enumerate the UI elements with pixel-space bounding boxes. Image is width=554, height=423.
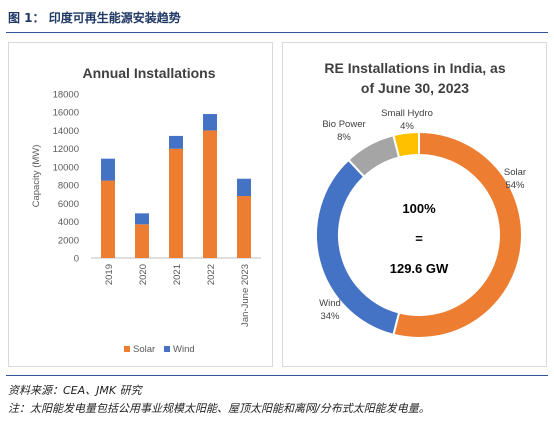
slice-percent-label: 54%: [505, 180, 525, 191]
slice-name-label: Solar: [504, 167, 526, 178]
donut-slice-solar: [392, 130, 523, 339]
slice-percent-label: 34%: [320, 311, 340, 322]
slice-percent-label: 4%: [400, 121, 414, 132]
donut-center-text: =: [415, 231, 423, 246]
bottom-rule: [6, 375, 548, 376]
top-rule: [6, 32, 548, 33]
slice-name-label: Wind: [319, 298, 341, 309]
bar-solar-2: [169, 148, 183, 258]
y-tick-label: 4000: [58, 217, 79, 228]
y-tick-label: 10000: [53, 162, 79, 173]
y-tick-label: 6000: [58, 199, 79, 210]
bar-wind-0: [101, 158, 115, 181]
bar-solar-1: [135, 224, 149, 258]
donut-title-line: of June 30, 2023: [361, 80, 469, 96]
donut-center-text: 100%: [402, 201, 436, 216]
bar-wind-3: [203, 114, 217, 131]
donut-chart-panel: RE Installations in India, as of June 30,…: [282, 42, 547, 367]
bar-solar-3: [203, 130, 217, 258]
slice-name-label: Bio Power: [322, 119, 365, 130]
donut-title-line: RE Installations in India, as: [324, 60, 505, 76]
legend-swatch-solar: [124, 346, 130, 352]
legend-label-wind: Wind: [173, 344, 195, 355]
y-tick-label: 8000: [58, 181, 79, 192]
source-note: 资料来源：CEA、JMK 研究: [8, 384, 142, 397]
donut-slice-small-hydro: [392, 130, 420, 159]
y-tick-label: 2000: [58, 235, 79, 246]
bar-solar-0: [101, 180, 115, 258]
x-tick-label: 2019: [104, 264, 115, 285]
bar-wind-4: [237, 178, 251, 197]
donut-chart: RE Installations in India, as of June 30,…: [315, 60, 526, 339]
x-tick-label: Jan-June 2023: [240, 264, 251, 327]
figure-title: 图 1： 印度可再生能源安装趋势: [8, 11, 181, 25]
donut-center-text: 129.6 GW: [390, 261, 449, 276]
footnote: 注：太阳能发电量包括公用事业规模太阳能、屋顶太阳能和离网/分布式太阳能发电量。: [8, 402, 430, 415]
x-tick-label: 2022: [206, 264, 217, 285]
x-tick-label: 2021: [172, 264, 183, 285]
y-tick-label: 12000: [53, 144, 79, 155]
y-axis-title: Capacity (MW): [31, 145, 42, 208]
bar-chart-panel: Annual Installations 0 2000 4000 6000 8000 100…: [8, 42, 273, 367]
legend-swatch-wind: [164, 346, 170, 352]
y-tick-label: 14000: [53, 126, 79, 137]
bar-chart: Annual Installations 0 2000 4000 6000 8000 100…: [31, 65, 261, 355]
y-tick-label: 18000: [53, 90, 79, 101]
bar-wind-1: [135, 213, 149, 225]
legend-label-solar: Solar: [133, 344, 155, 355]
bar-chart-title: Annual Installations: [82, 65, 215, 81]
bar-wind-2: [169, 135, 183, 149]
y-tick-label: 16000: [53, 108, 79, 119]
slice-name-label: Small Hydro: [381, 108, 433, 119]
x-tick-label: 2020: [138, 264, 149, 285]
y-tick-label: 0: [74, 254, 79, 265]
bar-solar-4: [237, 196, 251, 258]
slice-percent-label: 8%: [337, 132, 351, 143]
